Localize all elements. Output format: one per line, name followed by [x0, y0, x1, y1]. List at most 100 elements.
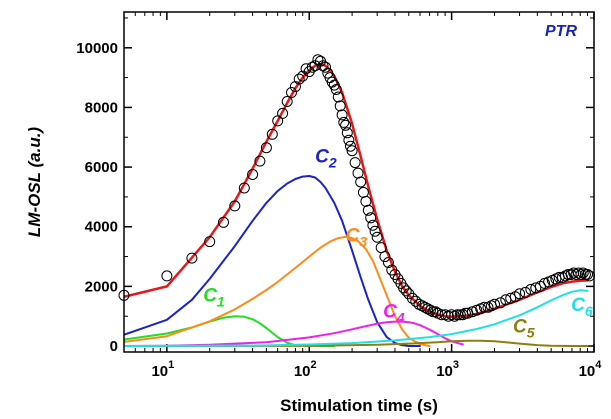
data-point: [530, 282, 542, 294]
x-axis-title: Stimulation time (s): [280, 396, 438, 415]
series-label-base: C: [346, 226, 360, 247]
data-point: [369, 225, 381, 237]
y-tick-label: 0: [110, 338, 118, 355]
x-tick-label: 104: [579, 359, 603, 380]
data-point: [277, 107, 289, 119]
data-point: [459, 307, 471, 319]
data-point: [400, 285, 412, 297]
data-point: [371, 231, 383, 243]
series-line-c6: [124, 289, 589, 347]
data-point: [346, 145, 358, 157]
data-point: [577, 267, 589, 279]
data-point: [336, 109, 348, 121]
data-point: [573, 267, 585, 279]
data-point: [424, 304, 436, 316]
series-label-base: C: [513, 317, 527, 338]
data-point: [247, 169, 259, 180]
series-label-c3: C3: [346, 226, 368, 250]
data-point: [334, 100, 346, 112]
series-label-base: C: [571, 295, 585, 316]
data-point: [238, 182, 250, 194]
series-label-subscript: 1: [217, 293, 225, 309]
data-point: [332, 91, 344, 103]
series-label-c5: C5: [513, 317, 535, 341]
data-point: [406, 292, 418, 304]
data-point: [575, 269, 587, 280]
x-tick-exponent: 4: [595, 359, 602, 371]
data-point: [360, 195, 372, 207]
panel-label: PTR: [545, 23, 577, 40]
series-label-subscript: 4: [396, 310, 405, 326]
data-point: [320, 61, 331, 73]
y-tick-label: 2000: [85, 278, 118, 295]
data-point: [338, 116, 350, 128]
series-line-total-fit: [124, 62, 589, 319]
data-point: [355, 176, 367, 188]
series-line-c3: [124, 235, 431, 347]
data-point: [489, 298, 500, 310]
data-point: [362, 204, 374, 216]
series-line-c2: [124, 175, 421, 347]
x-tick-exponent: 2: [311, 359, 317, 371]
data-point: [229, 200, 241, 212]
x-tick-label: 102: [294, 359, 317, 380]
data-point: [218, 216, 229, 228]
data-point: [343, 134, 355, 146]
data-point: [582, 269, 593, 280]
data-point: [422, 303, 434, 315]
data-point: [494, 297, 506, 309]
y-tick-label: 8000: [85, 99, 118, 116]
data-point: [379, 251, 391, 263]
series-label-c1: C1: [203, 285, 225, 309]
series-line-c4: [124, 320, 464, 347]
data-point: [272, 115, 284, 127]
series-label-subscript: 2: [328, 155, 337, 171]
series-line-c5: [124, 339, 589, 347]
plot-frame: [123, 11, 595, 353]
series-line-c1: [124, 315, 336, 347]
data-point: [382, 257, 394, 268]
data-point: [266, 128, 278, 140]
y-tick-label: 6000: [85, 159, 118, 176]
x-tick-exponent: 3: [453, 359, 459, 371]
data-point: [454, 309, 466, 321]
data-point: [365, 212, 377, 224]
data-point: [254, 155, 266, 167]
data-point: [186, 252, 198, 264]
data-point: [357, 186, 369, 198]
y-tick-label: 10000: [76, 40, 118, 57]
x-tick-label: 101: [151, 359, 174, 380]
data-point: [349, 157, 361, 169]
data-point: [286, 87, 297, 98]
data-point: [570, 269, 582, 280]
data-point: [505, 292, 517, 304]
series-label-c4: C4: [383, 302, 405, 326]
data-point: [330, 84, 342, 95]
data-point: [519, 286, 531, 298]
data-point: [306, 61, 318, 73]
y-axis-title: LM-OSL (a.u.): [25, 127, 44, 238]
data-point: [562, 269, 574, 280]
y-tick-label: 4000: [85, 219, 118, 236]
data-point: [161, 270, 173, 282]
series-label-base: C: [383, 302, 397, 323]
x-tick-label: 103: [436, 359, 459, 380]
data-point: [367, 219, 379, 231]
measured-points-layer: [118, 54, 595, 322]
x-tick-exponent: 1: [168, 359, 174, 371]
series-label-base: C: [315, 147, 329, 168]
fit-curves-layer: [124, 62, 589, 347]
series-label-subscript: 5: [527, 325, 535, 341]
data-point: [204, 236, 216, 248]
data-point: [466, 306, 478, 318]
series-label-subscript: 6: [585, 303, 593, 319]
series-label-c6: C6: [571, 295, 593, 319]
series-label-c2: C2: [315, 147, 337, 171]
data-point: [452, 309, 463, 321]
series-label-base: C: [203, 285, 217, 306]
series-label-subscript: 3: [359, 234, 367, 250]
data-point: [260, 142, 272, 154]
data-point: [341, 127, 353, 139]
